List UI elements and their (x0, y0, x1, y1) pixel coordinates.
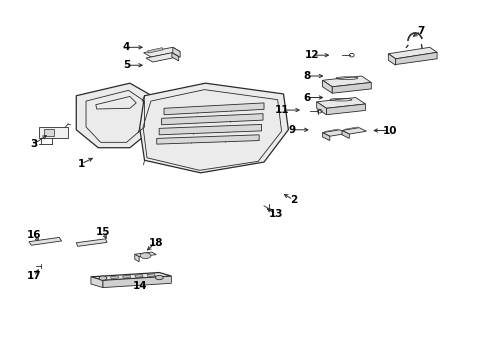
Polygon shape (140, 83, 288, 173)
Polygon shape (322, 80, 331, 93)
Polygon shape (135, 254, 139, 262)
Text: 14: 14 (132, 281, 147, 291)
Text: 5: 5 (122, 60, 130, 70)
Polygon shape (331, 82, 370, 93)
FancyBboxPatch shape (43, 129, 54, 135)
Text: 17: 17 (26, 271, 41, 281)
Polygon shape (135, 274, 143, 278)
Polygon shape (326, 104, 365, 115)
Polygon shape (387, 47, 436, 59)
Polygon shape (76, 239, 107, 246)
Text: 4: 4 (122, 42, 130, 52)
Polygon shape (161, 114, 263, 125)
FancyBboxPatch shape (39, 127, 68, 138)
Text: 8: 8 (303, 71, 310, 81)
Polygon shape (91, 277, 103, 288)
Text: 16: 16 (26, 230, 41, 239)
Ellipse shape (140, 253, 151, 258)
Text: 10: 10 (382, 126, 396, 135)
Polygon shape (341, 131, 348, 138)
Text: 3: 3 (30, 139, 38, 149)
Polygon shape (322, 76, 370, 87)
Text: 12: 12 (304, 50, 318, 60)
Polygon shape (157, 135, 259, 144)
Polygon shape (322, 133, 329, 140)
Text: 15: 15 (96, 227, 110, 237)
Polygon shape (147, 274, 155, 277)
Polygon shape (159, 125, 261, 135)
Polygon shape (163, 103, 264, 115)
Polygon shape (146, 53, 178, 62)
Polygon shape (143, 47, 180, 57)
Polygon shape (316, 102, 326, 115)
Text: 9: 9 (288, 125, 295, 135)
Polygon shape (135, 252, 156, 257)
Polygon shape (387, 54, 395, 65)
Polygon shape (29, 237, 61, 245)
Polygon shape (171, 53, 178, 61)
Polygon shape (322, 130, 346, 136)
Text: 18: 18 (148, 238, 163, 248)
Text: 7: 7 (416, 26, 424, 36)
Text: 2: 2 (289, 195, 296, 205)
Text: 13: 13 (268, 209, 283, 219)
Polygon shape (110, 276, 119, 279)
Ellipse shape (99, 276, 107, 280)
Polygon shape (91, 273, 171, 280)
Polygon shape (122, 275, 131, 278)
Polygon shape (316, 98, 365, 108)
Text: 6: 6 (303, 93, 310, 103)
Polygon shape (103, 276, 171, 288)
Ellipse shape (155, 275, 163, 280)
Polygon shape (341, 128, 366, 134)
Polygon shape (395, 52, 436, 64)
Polygon shape (172, 47, 180, 57)
Text: 1: 1 (78, 159, 84, 169)
Polygon shape (76, 83, 152, 148)
Text: 11: 11 (275, 105, 289, 115)
Polygon shape (147, 48, 163, 53)
